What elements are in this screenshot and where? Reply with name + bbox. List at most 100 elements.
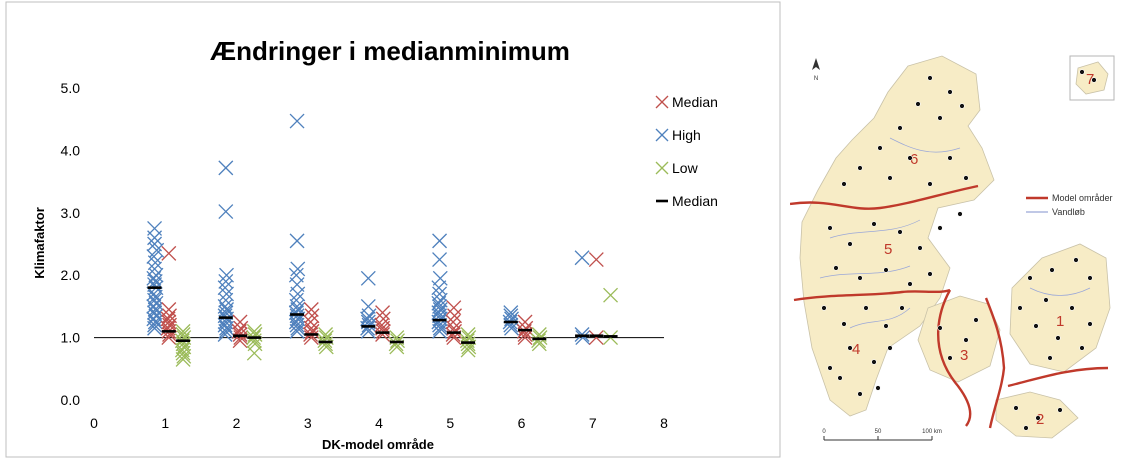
- point-high: [148, 267, 164, 283]
- point-high: [289, 317, 305, 333]
- point-high: [290, 320, 306, 336]
- point-high: [146, 270, 162, 286]
- region-label-4: 4: [852, 341, 860, 358]
- x-tick-label: 6: [518, 415, 526, 431]
- region-label-6: 6: [910, 151, 918, 168]
- legend: Median High Low Median: [655, 94, 718, 209]
- map-legend-label-river: Vandløb: [1052, 207, 1085, 217]
- y-tick-label: 2.0: [61, 267, 81, 283]
- x-axis-label: DK-model område: [322, 437, 434, 452]
- station-dot: [1017, 305, 1023, 311]
- point-high: [219, 286, 234, 302]
- station-dot: [833, 265, 839, 271]
- point-median: [445, 327, 461, 342]
- point-low: [388, 336, 404, 352]
- legend-entry: Median: [655, 94, 718, 110]
- station-dot: [837, 375, 843, 381]
- station-dot: [937, 325, 943, 331]
- station-dot: [1043, 297, 1049, 303]
- region-label-3: 3: [960, 347, 968, 364]
- point-high: [432, 320, 448, 336]
- legend-label: Low: [672, 160, 699, 176]
- map-land-lolland: [995, 391, 1079, 439]
- point-high: [432, 252, 448, 268]
- station-dot: [875, 385, 881, 391]
- station-dot: [1035, 415, 1041, 421]
- point-high: [575, 330, 591, 346]
- north-arrow-icon: N: [812, 58, 820, 82]
- station-dot: [915, 101, 921, 107]
- station-dot: [957, 211, 963, 217]
- point-high: [218, 160, 234, 176]
- station-dot: [827, 365, 833, 371]
- station-dot: [841, 181, 847, 187]
- station-dot: [947, 355, 953, 361]
- station-dot: [927, 75, 933, 81]
- rivers: [819, 137, 1091, 329]
- point-high: [148, 308, 164, 324]
- point-low: [176, 348, 192, 364]
- x-tick-label: 1: [161, 415, 169, 431]
- x-tick-label: 8: [660, 415, 668, 431]
- station-dot: [883, 267, 889, 273]
- map-legend: Model områder Vandløb: [1026, 193, 1113, 217]
- point-median: [161, 330, 177, 346]
- point-high: [504, 320, 519, 336]
- point-high: [147, 302, 163, 317]
- legend-label: Median: [672, 94, 718, 110]
- point-high: [147, 289, 163, 305]
- point-high: [146, 286, 162, 302]
- station-dot: [947, 89, 953, 95]
- point-high: [146, 249, 162, 264]
- station-dot: [1033, 323, 1039, 329]
- scale-bar: 0 50 100 km: [822, 429, 942, 441]
- station-dot: [1091, 77, 1097, 83]
- point-median: [304, 308, 320, 324]
- chart-panel: Ændringer i medianminimum Klimafaktor DK…: [5, 1, 781, 458]
- legend-label: Median: [672, 193, 718, 209]
- axes: 0.0 1.0 2.0 3.0 4.0 5.0 0 1 2 3 4 5 6 7 8: [61, 80, 669, 431]
- station-dot: [963, 337, 969, 343]
- point-low: [318, 336, 334, 352]
- region-label-5: 5: [884, 241, 892, 258]
- scale-label-50: 50: [875, 429, 882, 435]
- point-high: [432, 270, 448, 286]
- map-land-funen: [917, 295, 1001, 383]
- point-high: [147, 255, 163, 271]
- point-high: [574, 250, 590, 266]
- point-high: [360, 320, 376, 336]
- y-tick-label: 1.0: [61, 330, 81, 346]
- station-dot: [963, 175, 969, 181]
- station-dot: [847, 345, 853, 351]
- y-tick-label: 5.0: [61, 80, 81, 96]
- point-high: [218, 273, 234, 289]
- map-panel: 1 2 3 4 5 6 7 N Model områder Vandløb 0: [790, 8, 1128, 460]
- station-dot: [1055, 335, 1061, 341]
- station-dot: [857, 275, 863, 281]
- y-tick-label: 0.0: [61, 392, 81, 408]
- station-dot: [827, 225, 833, 231]
- point-median: [304, 323, 320, 339]
- point-high: [147, 317, 163, 333]
- chart-frame: [5, 1, 781, 458]
- station-dot: [857, 165, 863, 171]
- denmark-map: 1 2 3 4 5 6 7 N Model områder Vandløb 0: [790, 55, 1115, 441]
- station-dot: [899, 305, 905, 311]
- station-dot: [947, 155, 953, 161]
- north-label: N: [814, 76, 818, 82]
- point-median: [588, 252, 604, 268]
- y-tick-label: 4.0: [61, 142, 81, 158]
- point-median: [161, 245, 177, 261]
- x-tick-label: 0: [90, 415, 98, 431]
- point-high: [147, 236, 163, 252]
- station-dot: [1069, 305, 1075, 311]
- station-dot: [1073, 257, 1079, 263]
- y-axis-label: Klimafaktor: [32, 207, 47, 279]
- point-high: [148, 295, 164, 311]
- station-dot: [917, 245, 923, 251]
- point-low: [175, 345, 191, 361]
- station-dot: [877, 145, 883, 151]
- point-low: [460, 342, 476, 358]
- point-high: [147, 273, 163, 289]
- model-boundaries: [790, 184, 1109, 429]
